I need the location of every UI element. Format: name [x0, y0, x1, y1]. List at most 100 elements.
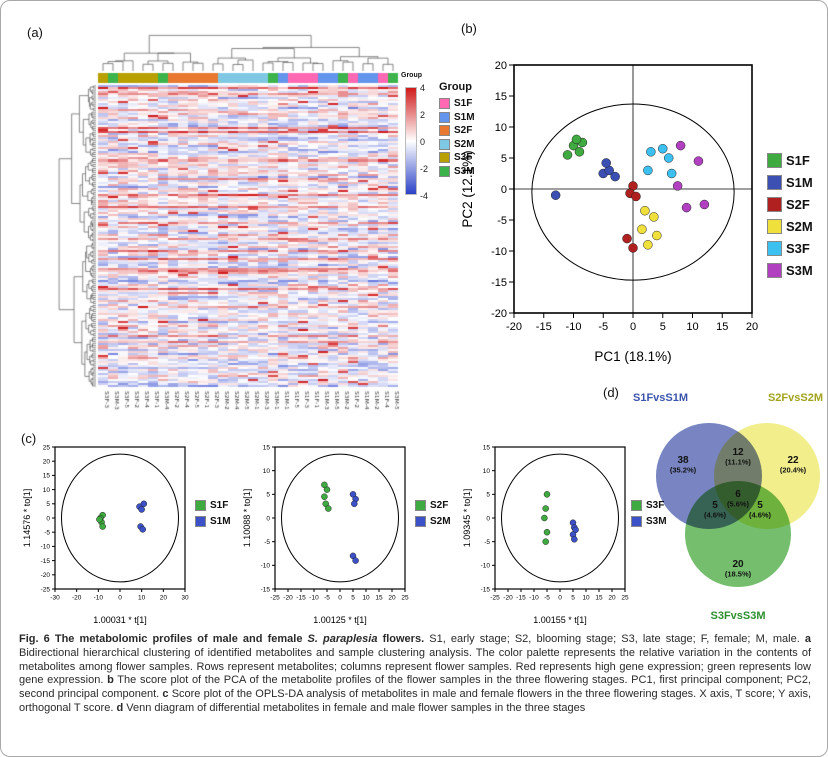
- svg-text:22: 22: [787, 455, 799, 466]
- svg-text:15: 15: [43, 473, 51, 480]
- svg-text:-5: -5: [497, 215, 507, 227]
- scale-tick-label: 4: [420, 83, 426, 93]
- legend-label: S3M: [786, 262, 813, 278]
- legend-swatch: [195, 499, 206, 511]
- svg-text:-20: -20: [283, 595, 293, 602]
- legend-label: S3F: [454, 152, 473, 164]
- svg-text:10: 10: [582, 595, 590, 602]
- scale-tick-label: 2: [420, 110, 426, 120]
- legend-item-S2F: S2F: [439, 124, 475, 138]
- svg-text:6: 6: [735, 489, 741, 500]
- legend-item-S1M: S1M: [195, 513, 231, 529]
- svg-text:(18.5%): (18.5%): [725, 570, 752, 579]
- legend-item-S3F: S3F: [631, 497, 667, 513]
- legend-label: S1F: [786, 152, 810, 168]
- svg-text:-10: -10: [481, 563, 491, 570]
- svg-text:15: 15: [716, 321, 728, 333]
- svg-text:10: 10: [138, 595, 146, 602]
- oplsda-plot-3: -25 -20 -15 -10 -5 0 5 10 15 20 25-15-10-50510151.…: [462, 444, 629, 625]
- svg-text:(4.6%): (4.6%): [749, 511, 772, 520]
- legend-swatch: [767, 152, 782, 168]
- legend-swatch: [631, 499, 642, 511]
- legend-label: S1F: [454, 98, 473, 110]
- figure-caption: Fig. 6 The metabolomic profiles of male …: [19, 633, 811, 716]
- legend-label: S1M: [786, 174, 813, 190]
- svg-text:20: 20: [608, 595, 616, 602]
- legend-swatch: [767, 174, 782, 190]
- heatmap-cluster-canvas: [53, 27, 453, 437]
- svg-text:0: 0: [118, 595, 122, 602]
- svg-text:(11.1%): (11.1%): [725, 458, 751, 467]
- svg-text:-10: -10: [41, 544, 51, 551]
- svg-text:25: 25: [621, 595, 629, 602]
- svg-text:-25: -25: [270, 595, 280, 602]
- caption-segment: Bidirectional hierarchical clustering of…: [19, 646, 811, 687]
- svg-text:0: 0: [558, 595, 562, 602]
- legend-item-S1M: S1M: [439, 111, 475, 125]
- pca-legend: S1F S1M S2F S2M S3F S3M: [767, 149, 813, 281]
- svg-text:20: 20: [388, 595, 396, 602]
- svg-text:-10: -10: [261, 563, 271, 570]
- group-legend-items: S1F S1M S2F S2M S3F S3M: [439, 97, 475, 178]
- legend-label: S2M: [454, 138, 475, 150]
- svg-text:S1FvsS1M: S1FvsS1M: [633, 392, 688, 404]
- svg-text:-5: -5: [264, 539, 270, 546]
- svg-text:5: 5: [660, 321, 666, 333]
- oplsda-legend-2: S2F S2M: [415, 497, 451, 529]
- svg-text:-10: -10: [529, 595, 539, 602]
- svg-text:5: 5: [486, 492, 490, 499]
- svg-text:20: 20: [732, 559, 744, 570]
- svg-text:(35.2%): (35.2%): [670, 466, 697, 475]
- svg-text:-5: -5: [324, 595, 330, 602]
- svg-text:15: 15: [263, 444, 271, 451]
- legend-label: S2M: [786, 218, 813, 234]
- svg-text:-20: -20: [506, 321, 522, 333]
- legend-label: S3F: [786, 240, 810, 256]
- svg-text:10: 10: [686, 321, 698, 333]
- panel-d-label: (d): [603, 385, 619, 400]
- caption-segment: S. paraplesia: [307, 633, 378, 645]
- caption-segment: flowers.: [377, 633, 430, 645]
- svg-text:5: 5: [757, 500, 763, 511]
- svg-text:-5: -5: [44, 529, 50, 536]
- svg-text:38: 38: [677, 455, 689, 466]
- svg-text:-20: -20: [72, 595, 82, 602]
- svg-text:-20: -20: [503, 595, 513, 602]
- legend-label: S1M: [454, 111, 475, 123]
- legend-swatch: [439, 138, 450, 150]
- svg-text:12: 12: [732, 447, 744, 458]
- svg-text:-5: -5: [544, 595, 550, 602]
- caption-segment: c: [162, 688, 169, 701]
- venn-diagram: S1FvsS1M S2FvsS2M S3FvsS3M 38(35.2%) 12(11.1…: [633, 392, 823, 622]
- legend-swatch: [767, 218, 782, 234]
- group-legend-title: Group: [439, 81, 472, 93]
- svg-text:(5.6%): (5.6%): [727, 500, 750, 509]
- legend-item-S1M: S1M: [767, 171, 813, 193]
- svg-text:-5: -5: [598, 321, 608, 333]
- svg-text:5: 5: [266, 492, 270, 499]
- svg-text:-15: -15: [481, 586, 491, 593]
- heatmap-color-scale-ticks: 4 2 0 -2 -4: [420, 83, 442, 201]
- oplsda-plot-2: -25 -20 -15 -10 -5 0 5 10 15 20 25-15-10-50510151.…: [242, 444, 409, 625]
- svg-text:10: 10: [483, 468, 491, 475]
- legend-item-S1F: S1F: [439, 97, 475, 111]
- oplsda-legend-3: S3F S3M: [631, 497, 667, 529]
- legend-swatch: [439, 125, 450, 137]
- scale-tick-label: 0: [420, 137, 426, 147]
- svg-text:20: 20: [160, 595, 168, 602]
- svg-text:PC2 (12.1%): PC2 (12.1%): [460, 150, 475, 227]
- oplsda-plot-1: -30 -20 -10 0 10 20 30 -25 -20 -15 -10 -5 0 5 10 15 20 25…: [22, 444, 189, 625]
- legend-item-S3M: S3M: [439, 165, 475, 179]
- heatmap-color-scale-bar: [405, 87, 417, 195]
- legend-swatch: [439, 111, 450, 123]
- svg-text:30: 30: [181, 595, 189, 602]
- svg-text:-20: -20: [41, 572, 51, 579]
- svg-text:0: 0: [501, 184, 507, 196]
- svg-text:1.00125 * t[1]: 1.00125 * t[1]: [313, 615, 367, 625]
- svg-text:S3FvsS3M: S3FvsS3M: [710, 610, 765, 622]
- scale-tick-label: -2: [420, 164, 429, 174]
- legend-item-S3F: S3F: [439, 151, 475, 165]
- svg-text:1.14576 * to[1]: 1.14576 * to[1]: [22, 489, 32, 548]
- legend-swatch: [415, 499, 426, 511]
